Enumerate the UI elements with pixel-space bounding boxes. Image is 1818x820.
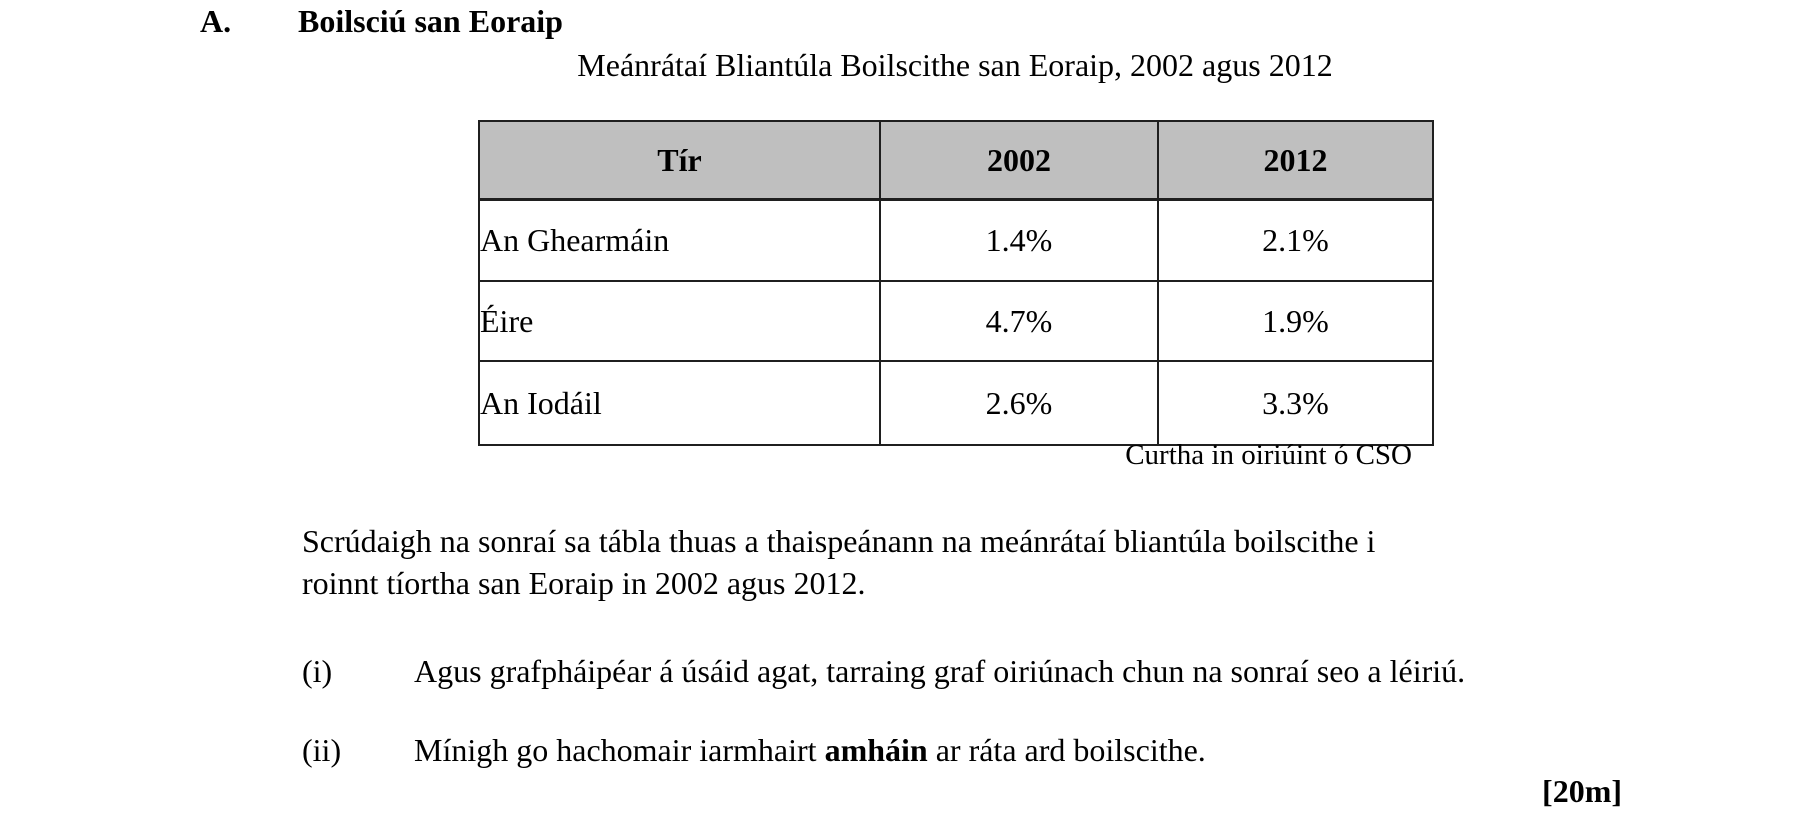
cell-rate-2002: 1.4% bbox=[879, 198, 1159, 282]
marks-badge: [20m] bbox=[1542, 773, 1622, 809]
inflation-rates-table: Tír 2002 2012 An Ghearmáin 1.4% 2.1% Éir… bbox=[478, 120, 1434, 446]
table-row: An Iodáil 2.6% 3.3% bbox=[478, 360, 1434, 446]
cell-country: An Ghearmáin bbox=[478, 198, 881, 282]
column-header-country: Tír bbox=[478, 120, 881, 201]
table-row: An Ghearmáin 1.4% 2.1% bbox=[478, 198, 1434, 282]
cell-rate-2012: 1.9% bbox=[1157, 280, 1434, 362]
paragraph-line: Scrúdaigh na sonraí sa tábla thuas a tha… bbox=[302, 523, 1376, 559]
cell-country: Éire bbox=[478, 280, 881, 362]
cell-rate-2012: 3.3% bbox=[1157, 360, 1434, 446]
table-header-row: Tír 2002 2012 bbox=[478, 120, 1434, 201]
table-title: Meánrátaí Bliantúla Boilscithe san Eorai… bbox=[577, 47, 1333, 83]
table-row: Éire 4.7% 1.9% bbox=[478, 280, 1434, 362]
item-i-label: (i) bbox=[302, 653, 333, 689]
item-ii-text-prefix: Mínigh go hachomair iarmhairt bbox=[414, 732, 825, 768]
item-ii-text-bold: amháin bbox=[824, 732, 928, 768]
cell-rate-2002: 4.7% bbox=[879, 280, 1159, 362]
table-source-note: Curtha in oiriúint ó CSO bbox=[1125, 439, 1412, 471]
item-ii-text: Mínigh go hachomair iarmhairt amháin ar … bbox=[414, 729, 1206, 771]
item-i-text: Agus grafpháipéar á úsáid agat, tarraing… bbox=[414, 653, 1466, 689]
cell-rate-2012: 2.1% bbox=[1157, 198, 1434, 282]
section-label: A. bbox=[200, 3, 232, 39]
paragraph-line: roinnt tíortha san Eoraip in 2002 agus 2… bbox=[302, 565, 866, 601]
cell-country: An Iodáil bbox=[478, 360, 881, 446]
section-heading: Boilsciú san Eoraip bbox=[298, 3, 563, 39]
item-ii-label: (ii) bbox=[302, 732, 342, 768]
question-intro-paragraph: Scrúdaigh na sonraí sa tábla thuas a tha… bbox=[302, 520, 1592, 604]
column-header-2012: 2012 bbox=[1157, 120, 1434, 201]
item-ii-text-suffix: ar ráta ard boilscithe. bbox=[927, 732, 1206, 768]
cell-rate-2002: 2.6% bbox=[879, 360, 1159, 446]
column-header-2002: 2002 bbox=[879, 120, 1159, 201]
